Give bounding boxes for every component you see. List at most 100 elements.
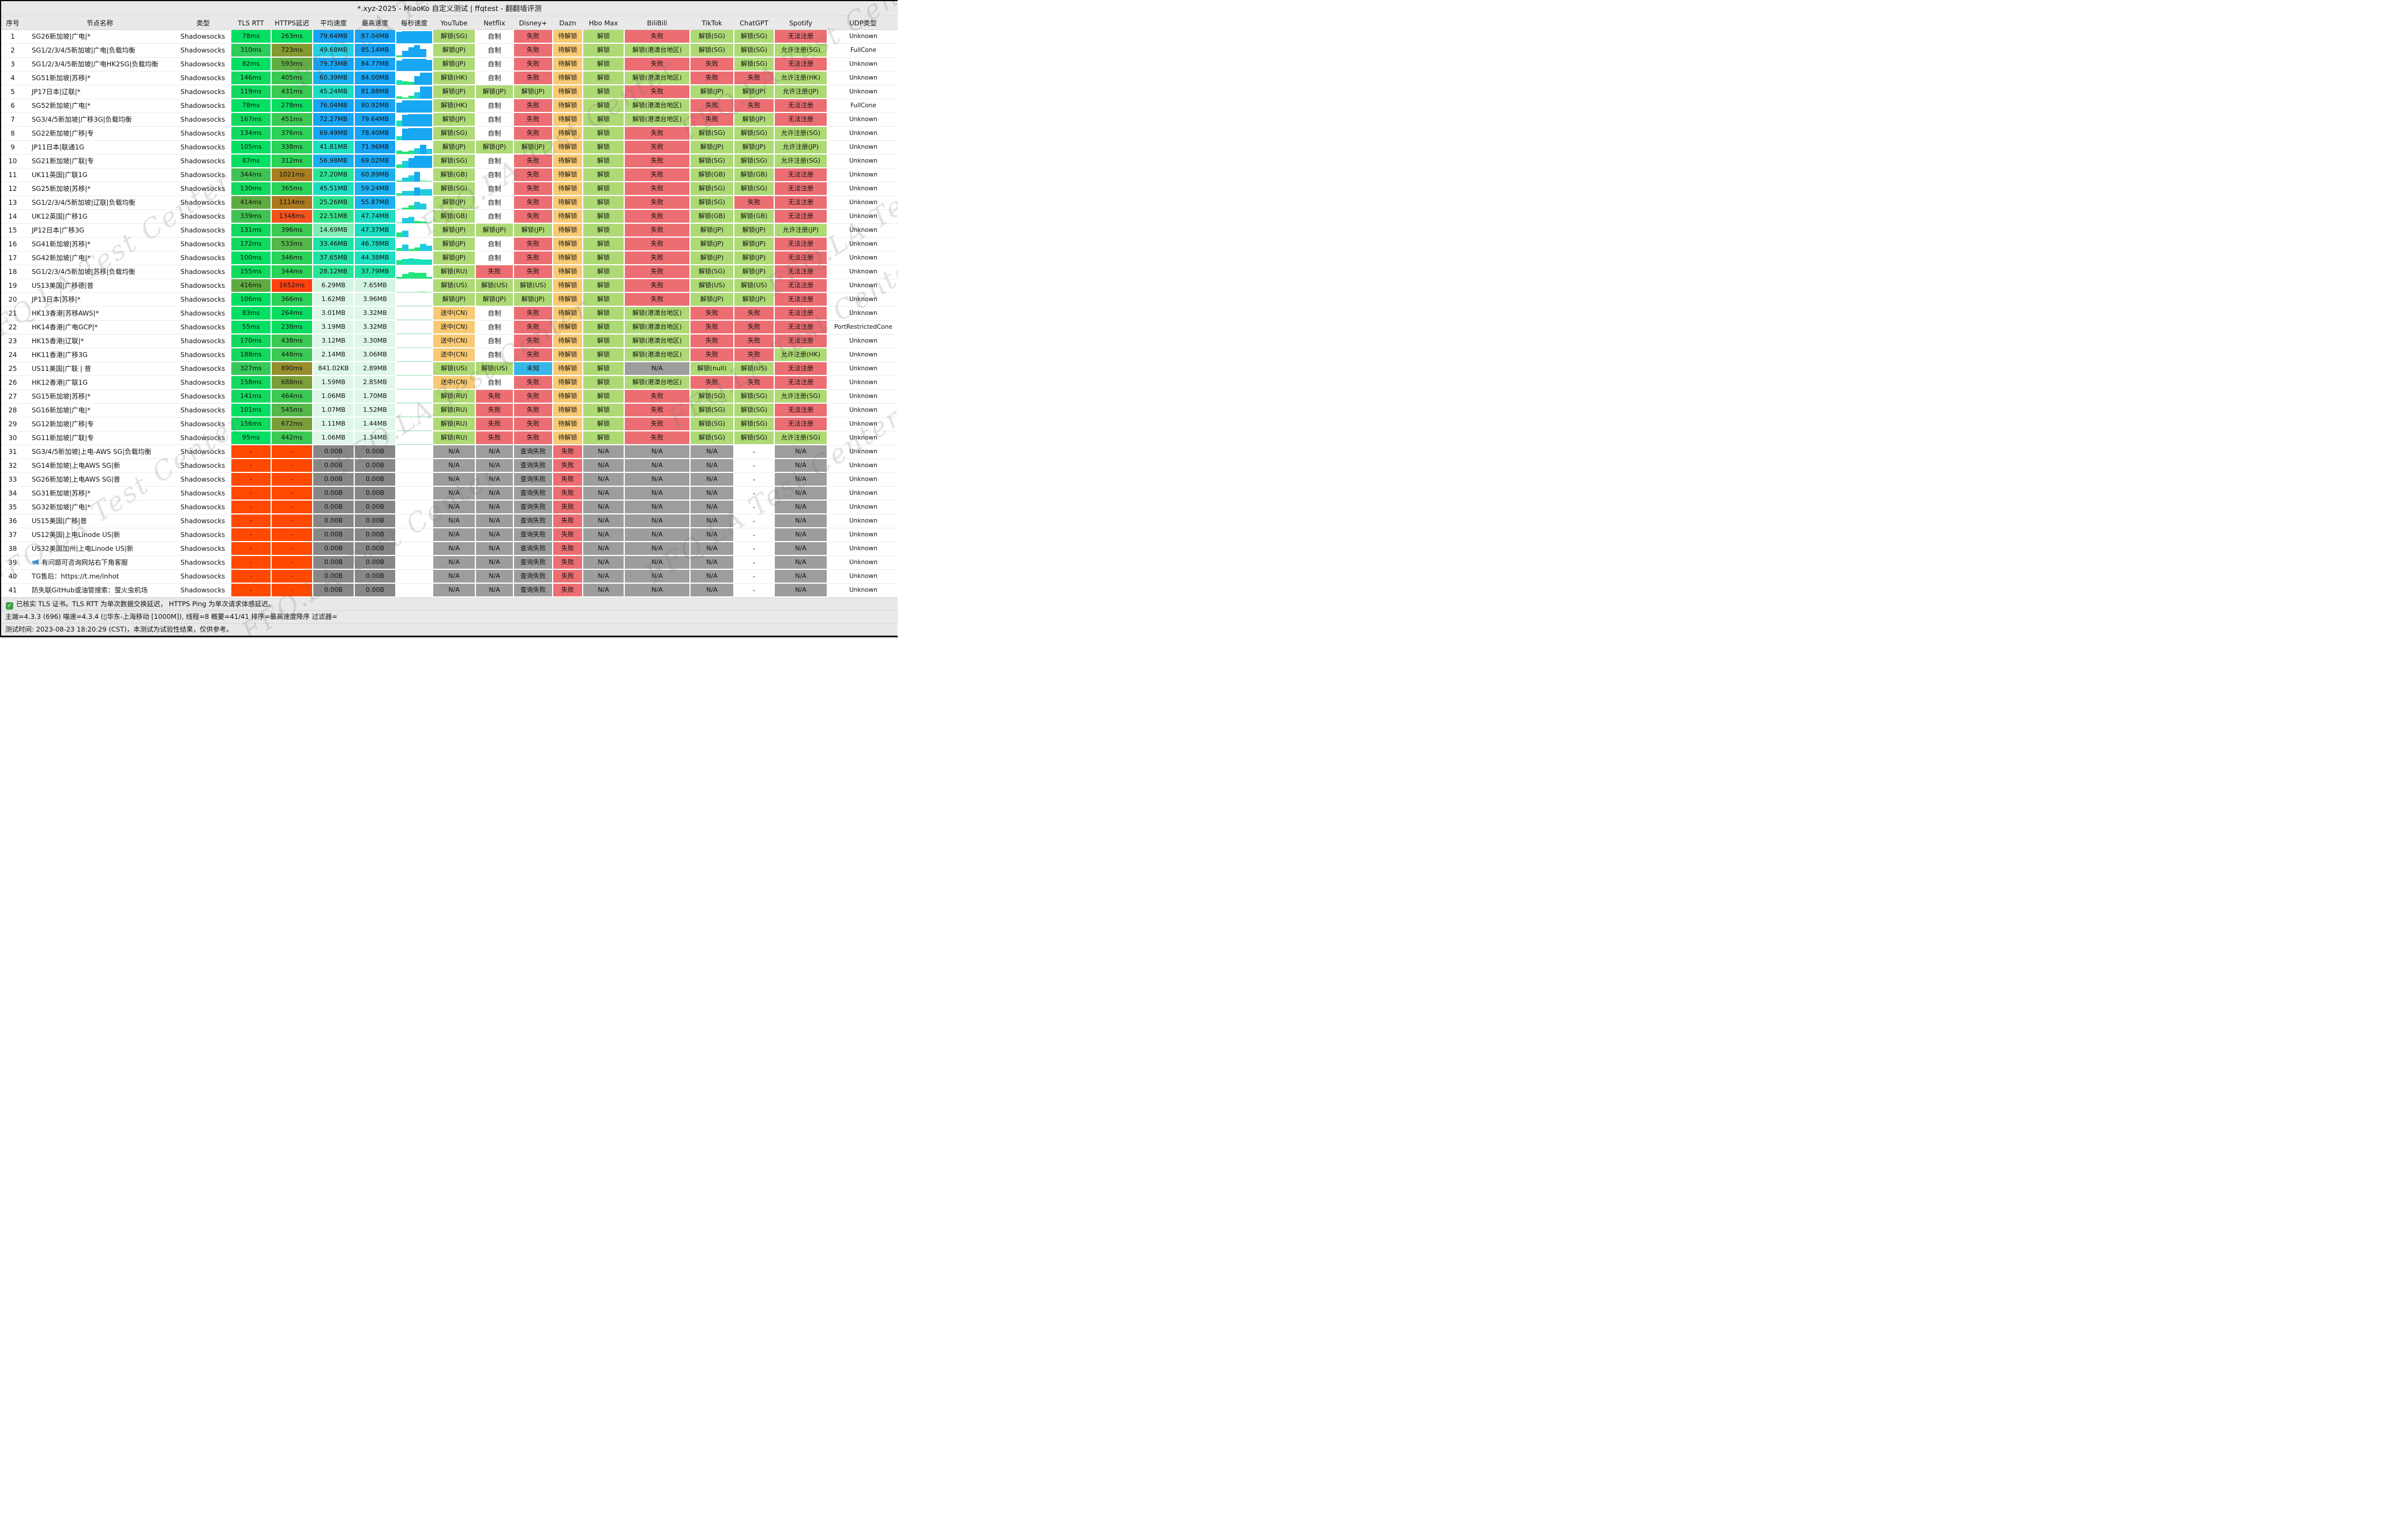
cell-youtube: 解锁(RU) — [432, 265, 476, 279]
avg-speed-value: 60.39MB — [312, 71, 355, 85]
cell-udp-type: Unknown — [827, 85, 898, 99]
cell-spotify: 无法注册 — [774, 237, 828, 251]
avg-speed-value: 0.00B — [312, 445, 355, 459]
max-speed-value: 0.00B — [354, 528, 396, 542]
cell-bilibili: 解锁(港澳台地区) — [624, 320, 691, 335]
cell-spotify: 无法注册 — [774, 320, 828, 335]
avg-speed-value: 41.81MB — [312, 140, 355, 155]
row-index: 13 — [1, 196, 24, 210]
node-type: Shadowsocks — [175, 57, 231, 72]
cell-youtube: 送中(CN) — [432, 375, 476, 390]
cell-hbomax: 解锁 — [582, 334, 625, 348]
cell-disney: 失败 — [513, 126, 553, 141]
cell-disney: 失败 — [513, 71, 553, 85]
row-index: 25 — [1, 362, 24, 376]
cell-chatgpt: 失败 — [733, 196, 775, 210]
max-speed-value: 0.00B — [354, 542, 396, 556]
cell-netflix: 自制 — [475, 112, 513, 127]
node-name: JP13日本|苏移|* — [24, 292, 175, 307]
avg-speed-value: 0.00B — [312, 528, 355, 542]
cell-tiktok: 解锁(JP) — [689, 85, 734, 99]
table-row: 17 SG42新加坡|广电|* Shadowsocks 100ms 346ms 37.65… — [1, 251, 898, 265]
cell-youtube: 送中(CN) — [432, 306, 476, 321]
node-type: Shadowsocks — [175, 112, 231, 127]
cell-dazn: 失败 — [552, 472, 583, 487]
max-speed-value: 87.04MB — [354, 29, 396, 44]
node-name: SG42新加坡|广电|* — [24, 251, 175, 265]
cell-hbomax: 解锁 — [582, 209, 625, 224]
tls-rtt-value: 188ms — [230, 348, 272, 362]
per-second-speed-chart — [396, 514, 433, 528]
avg-speed-value: 3.19MB — [312, 320, 355, 335]
https-latency-value: 1652ms — [271, 279, 313, 293]
node-name: US11美国|广联 | 普 — [24, 362, 175, 376]
cell-disney: 失败 — [513, 57, 553, 72]
per-second-speed-chart — [396, 196, 433, 210]
cell-netflix: 自制 — [475, 154, 513, 168]
max-speed-value: 69.02MB — [354, 154, 396, 168]
cell-disney: 失败 — [513, 265, 553, 279]
cell-disney: 查询失败 — [513, 486, 553, 501]
column-header-max-speed: 最高速度 — [354, 16, 396, 30]
node-name: SG12新加坡|广移|专 — [24, 417, 175, 431]
tls-rtt-value: 414ms — [230, 196, 272, 210]
node-type: Shadowsocks — [175, 43, 231, 58]
cell-disney: 查询失败 — [513, 583, 553, 598]
per-second-speed-chart — [396, 555, 433, 570]
cell-disney: 查询失败 — [513, 445, 553, 459]
cell-spotify: 无法注册 — [774, 196, 828, 210]
avg-speed-value: 1.59MB — [312, 375, 355, 390]
cell-disney: 失败 — [513, 209, 553, 224]
cell-netflix: 自制 — [475, 71, 513, 85]
node-name: SG31新加坡|苏移|* — [24, 486, 175, 501]
cell-netflix: 自制 — [475, 196, 513, 210]
cell-chatgpt: 解锁(JP) — [733, 251, 775, 265]
per-second-speed-chart — [396, 57, 433, 72]
cell-hbomax: 解锁 — [582, 168, 625, 182]
tls-rtt-value: 130ms — [230, 182, 272, 196]
per-second-speed-chart — [396, 445, 433, 459]
node-type: Shadowsocks — [175, 292, 231, 307]
cell-bilibili: N/A — [624, 500, 691, 514]
cell-udp-type: Unknown — [827, 362, 898, 376]
node-name: JP17日本|辽联|* — [24, 85, 175, 99]
table-row: 8 SG22新加坡|广移|专 Shadowsocks 134ms 376ms 69.49M… — [1, 126, 898, 141]
cell-spotify: N/A — [774, 514, 828, 528]
cell-hbomax: 解锁 — [582, 112, 625, 127]
max-speed-value: 1.34MB — [354, 431, 396, 445]
avg-speed-value: 56.98MB — [312, 154, 355, 168]
cell-spotify: 无法注册 — [774, 375, 828, 390]
cell-chatgpt: 解锁(US) — [733, 362, 775, 376]
cell-udp-type: Unknown — [827, 431, 898, 445]
cell-bilibili: N/A — [624, 362, 691, 376]
cell-bilibili: 失败 — [624, 265, 691, 279]
cell-hbomax: 解锁 — [582, 251, 625, 265]
https-latency-value: 366ms — [271, 292, 313, 307]
tls-rtt-value: 327ms — [230, 362, 272, 376]
tls-rtt-value: 95ms — [230, 431, 272, 445]
cell-spotify: 无法注册 — [774, 251, 828, 265]
avg-speed-value: 0.00B — [312, 555, 355, 570]
cell-udp-type: FullCone — [827, 43, 898, 58]
row-index: 23 — [1, 334, 24, 348]
row-index: 21 — [1, 306, 24, 321]
table-row: 18 SG1/2/3/4/5新加坡|苏移|负载均衡 Shadowsocks 155ms… — [1, 265, 898, 279]
cell-udp-type: Unknown — [827, 126, 898, 141]
cell-hbomax: N/A — [582, 472, 625, 487]
https-latency-value: 672ms — [271, 417, 313, 431]
node-type: Shadowsocks — [175, 514, 231, 528]
cell-youtube: 解锁(JP) — [432, 140, 476, 155]
cell-hbomax: N/A — [582, 583, 625, 598]
table-row: 11 UK11英国|广联1G Shadowsocks 344ms 1021ms 27.20… — [1, 168, 898, 182]
max-speed-value: 1.52MB — [354, 403, 396, 418]
https-latency-value: - — [271, 445, 313, 459]
https-latency-value: 533ms — [271, 237, 313, 251]
max-speed-value: 7.65MB — [354, 279, 396, 293]
https-latency-value: - — [271, 542, 313, 556]
cell-chatgpt: - — [734, 569, 774, 584]
node-type: Shadowsocks — [175, 500, 231, 514]
table-row: 27 SG15新加坡|苏移|* Shadowsocks 141ms 464ms 1.06M… — [1, 389, 898, 404]
cell-disney: 失败 — [513, 375, 553, 390]
tls-rtt-value: 416ms — [230, 279, 272, 293]
row-index: 27 — [1, 389, 24, 404]
